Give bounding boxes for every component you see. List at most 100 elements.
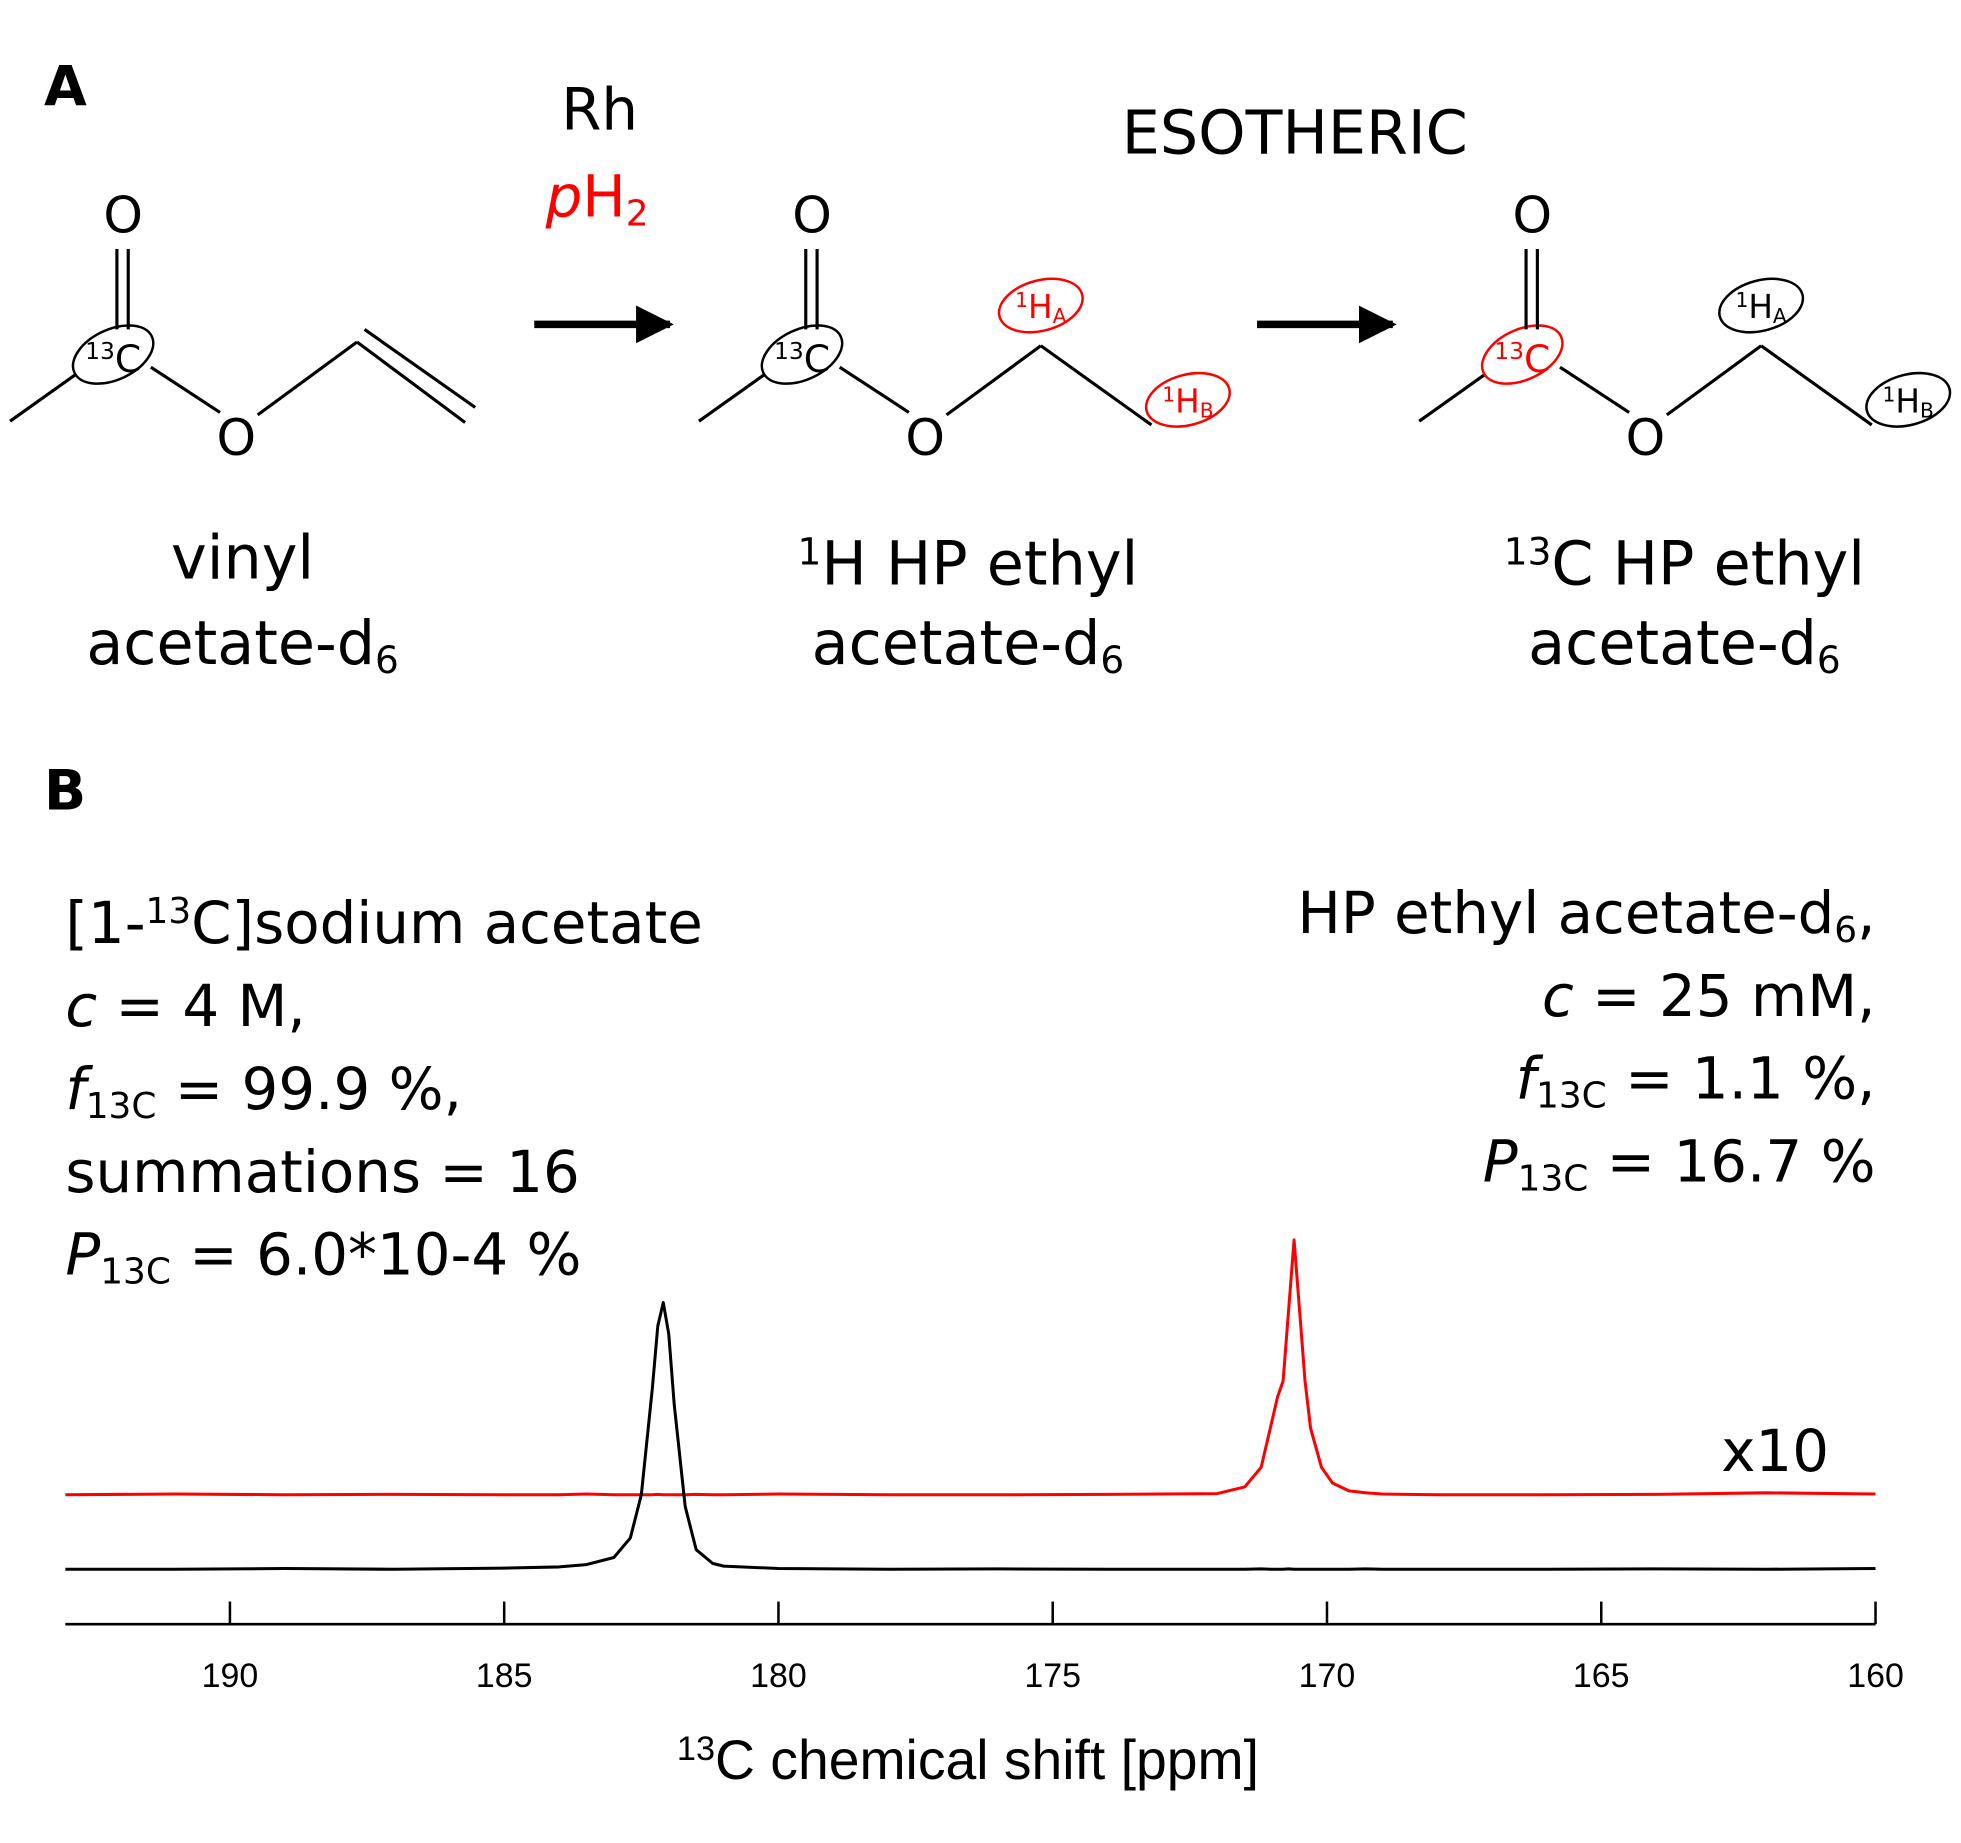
reagent: pH2 xyxy=(545,162,649,234)
spectrum-line xyxy=(65,1238,1876,1497)
x-tick-label: 170 xyxy=(1299,1657,1356,1695)
text-part: C xyxy=(804,337,830,381)
text-part: 13C xyxy=(1518,1159,1589,1200)
text-part: H xyxy=(582,162,625,230)
text-part: H xyxy=(1748,288,1773,326)
text-part: x10 xyxy=(1721,1417,1829,1485)
text-part: = 6.0*10-4 % xyxy=(171,1221,582,1289)
annotation: P13C = 6.0*10-4 % xyxy=(65,1221,581,1293)
atom-label: O xyxy=(905,408,945,467)
bond xyxy=(149,365,221,414)
atom-label: O xyxy=(103,186,143,245)
text-part: vinyl xyxy=(171,523,314,593)
atom-label: 13C xyxy=(85,337,141,381)
text-part: C xyxy=(115,337,141,381)
text-part: H HP ethyl xyxy=(821,530,1138,600)
text-part: [1- xyxy=(65,889,145,957)
bond xyxy=(9,373,77,423)
atom-label: 1HA xyxy=(1015,288,1066,328)
molecule: 13C O O 1HA 1HB 1H HP ethyl acetate-d6 xyxy=(698,186,1231,682)
compound-name: acetate-d6 xyxy=(1528,609,1841,682)
atom-label: 13C xyxy=(1494,337,1550,381)
text-part: 13C xyxy=(100,1252,171,1293)
atom-label: 1HB xyxy=(1162,382,1213,422)
text-part: 6 xyxy=(1100,638,1124,682)
text-part: c xyxy=(1542,962,1574,1030)
text-part: 13C xyxy=(1536,1076,1607,1117)
annotation: c = 25 mM, xyxy=(1542,962,1876,1030)
text-part: 1 xyxy=(1162,382,1175,406)
bond xyxy=(1760,344,1873,427)
text-part: 13 xyxy=(1504,529,1552,573)
catalyst: Rh xyxy=(561,76,638,144)
atom-label: O xyxy=(792,186,832,245)
annotation: P13C = 16.7 % xyxy=(1483,1128,1876,1200)
annotation: [1-13C]sodium acetate xyxy=(65,889,702,957)
text-part: 13 xyxy=(85,338,115,366)
text-part: = 1.1 %, xyxy=(1607,1045,1876,1113)
annotation: x10 xyxy=(1721,1417,1829,1485)
x-tick-label: 160 xyxy=(1847,1657,1904,1695)
text-part: p xyxy=(545,162,583,230)
x-tick-label: 185 xyxy=(476,1657,533,1695)
text-part: = 99.9 %, xyxy=(156,1055,462,1123)
panel-label: A xyxy=(44,56,87,120)
text-part: P xyxy=(65,1221,100,1289)
text-part: 13 xyxy=(146,891,192,932)
molecule: 13C O O vinyl acetate-d6 xyxy=(9,186,477,682)
text-part: , xyxy=(1857,879,1875,947)
bond xyxy=(1665,344,1763,417)
text-part: 13 xyxy=(774,338,804,366)
bond xyxy=(363,328,477,409)
compound-name: acetate-d6 xyxy=(812,609,1125,682)
text-part: 13 xyxy=(677,1730,715,1768)
text-part: HP ethyl acetate-d xyxy=(1297,879,1834,947)
atom-label: 13C xyxy=(774,337,830,381)
text-part: acetate-d xyxy=(812,609,1101,679)
text-part: H xyxy=(1028,288,1053,326)
text-part: 2 xyxy=(626,193,649,234)
compound-name: 13C HP ethyl xyxy=(1504,529,1865,599)
bond xyxy=(256,340,358,417)
text-part: = 4 M, xyxy=(97,972,306,1040)
method: ESOTHERIC xyxy=(1122,98,1468,168)
atom-ring xyxy=(760,324,844,385)
text-part: P xyxy=(1483,1128,1518,1196)
atom-label: O xyxy=(1626,408,1666,467)
text-part: 13C xyxy=(86,1086,157,1127)
atom-ring xyxy=(1480,324,1564,385)
x-tick-label: 180 xyxy=(750,1657,807,1695)
bond xyxy=(1418,373,1486,423)
text-part: 6 xyxy=(1817,638,1841,682)
molecule: 13C O O 1HA 1HB 13C HP ethyl acetate-d6 xyxy=(1418,186,1952,682)
annotation: c = 4 M, xyxy=(65,972,305,1040)
text-part: = 25 mM, xyxy=(1574,962,1876,1030)
atom-ring xyxy=(997,277,1084,334)
atom-ring xyxy=(1865,371,1952,428)
x-tick-label: 190 xyxy=(202,1657,259,1695)
atom-label: 1HA xyxy=(1735,288,1786,328)
bond xyxy=(356,340,467,424)
x-tick-label: 175 xyxy=(1024,1657,1081,1695)
x-axis-title: 13C chemical shift [ppm] xyxy=(677,1729,1259,1791)
compound-name: vinyl xyxy=(171,523,314,593)
text-part: 6 xyxy=(1834,910,1857,951)
atom-label: O xyxy=(217,408,257,467)
text-part: H xyxy=(1175,382,1200,420)
text-part: B xyxy=(1200,398,1214,422)
bond xyxy=(1559,365,1630,414)
text-part: summations = 16 xyxy=(65,1138,579,1206)
text-part: A xyxy=(1053,304,1067,328)
annotation: f13C = 99.9 %, xyxy=(65,1055,462,1127)
spectrum-line xyxy=(65,1301,1876,1571)
text-part: 1 xyxy=(1015,288,1028,312)
atom-label: 1HB xyxy=(1883,382,1934,422)
text-part: C]sodium acetate xyxy=(191,889,703,957)
panel-label: B xyxy=(44,760,86,824)
text-part: A xyxy=(1773,304,1787,328)
x-tick-label: 165 xyxy=(1573,1657,1630,1695)
text-part: = 16.7 % xyxy=(1588,1128,1875,1196)
